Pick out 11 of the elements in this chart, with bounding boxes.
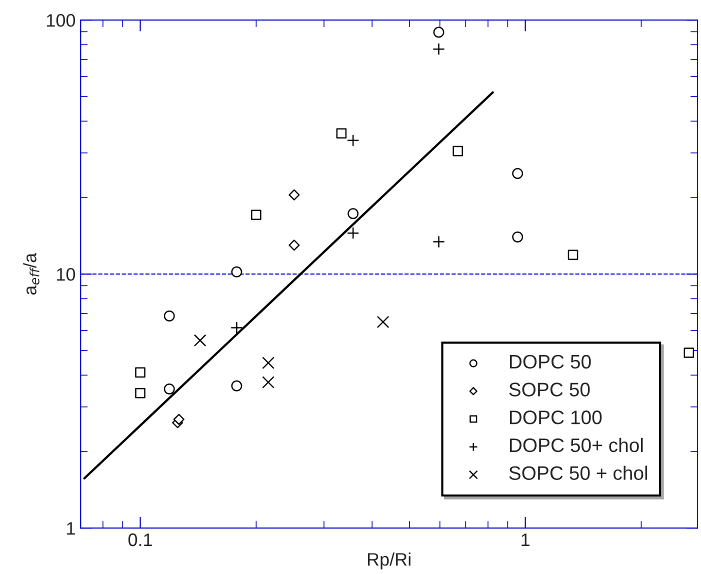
y-tick-label: 100	[47, 14, 76, 27]
legend-label: SOPC 50 + chol	[509, 466, 648, 480]
legend-label: DOPC 50	[510, 354, 591, 369]
y-tick-label: 10	[57, 268, 76, 281]
y-tick-label: 1	[67, 522, 75, 535]
x-tick-label: 0.1	[128, 533, 152, 546]
legend-label: DOPC 50+ chol	[510, 438, 643, 452]
legend-label: SOPC 50	[509, 382, 590, 396]
legend-label: DOPC 100	[510, 410, 602, 424]
x-axis-title: Rp/Ri	[368, 552, 410, 570]
y-axis-title: a$_{eff}$/a	[23, 252, 40, 295]
